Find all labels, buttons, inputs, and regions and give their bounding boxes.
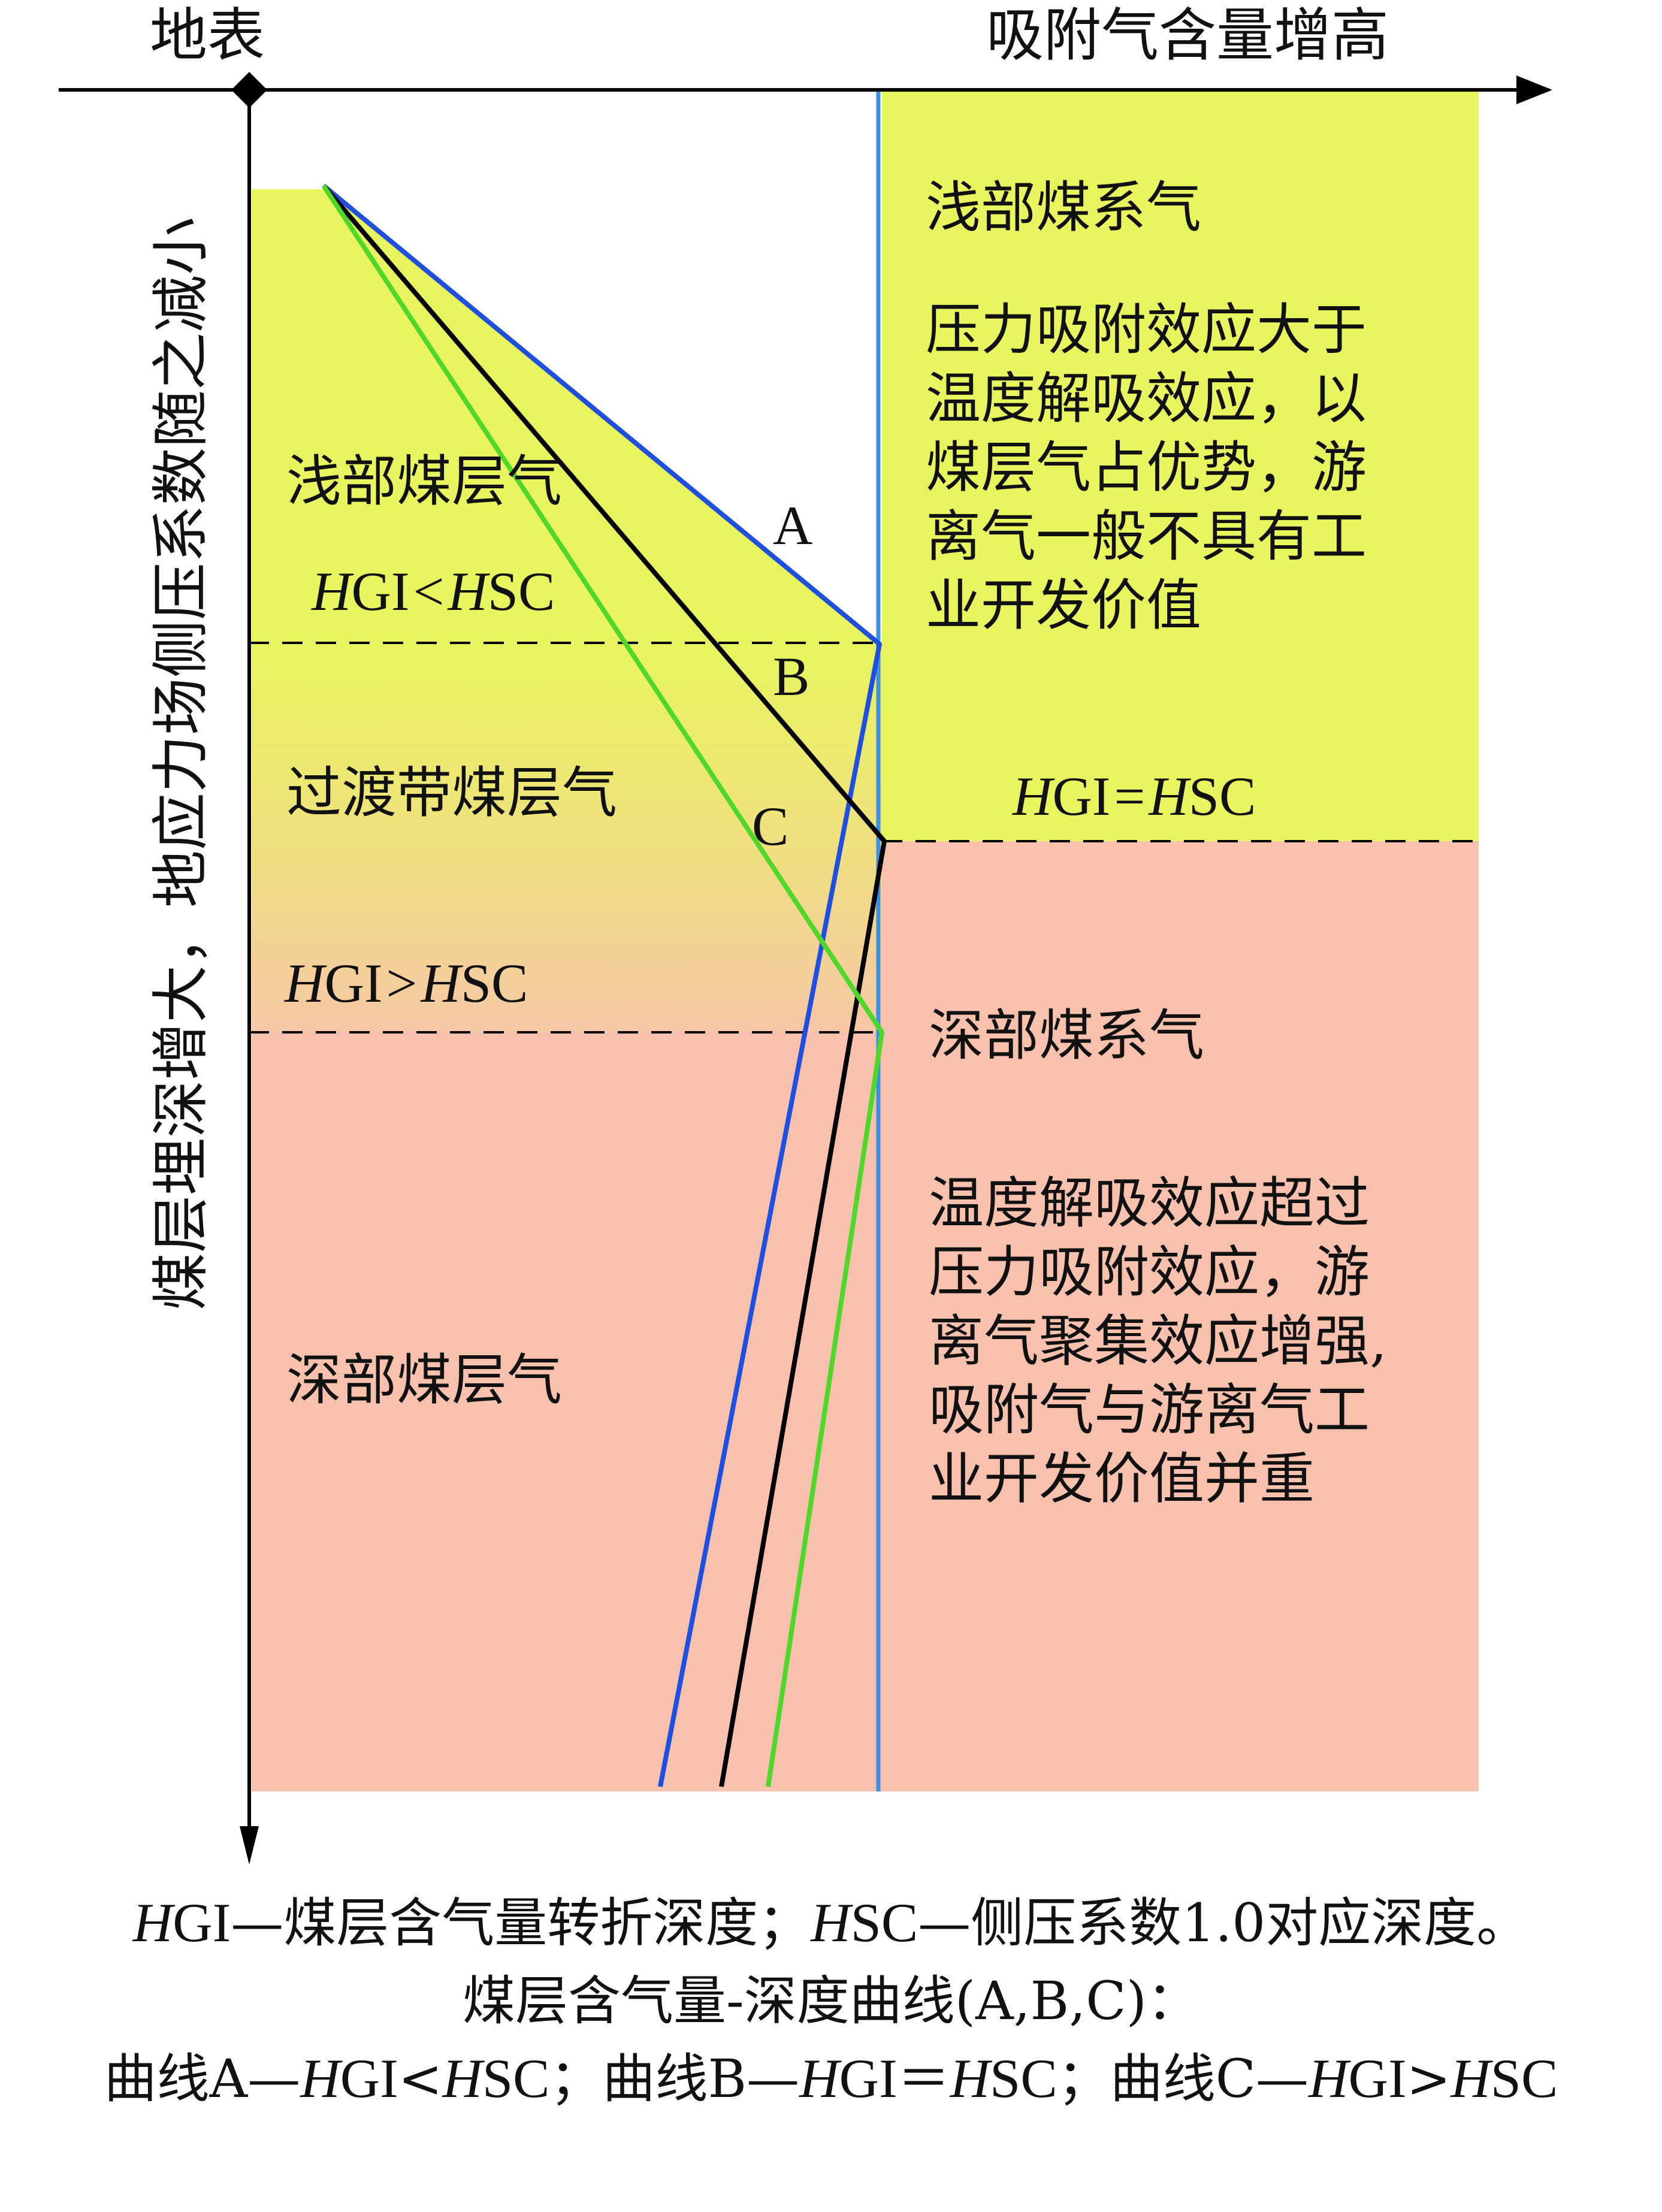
origin-label: 地表 <box>150 2 265 69</box>
shallow-coalbed-zone <box>252 189 882 644</box>
transition-zone <box>252 644 882 1032</box>
svg-text:离气一般不具有工: 离气一般不具有工 <box>926 504 1367 569</box>
svg-text:吸附气与游离气工: 吸附气与游离气工 <box>929 1378 1370 1442</box>
boundary-label-middle: HGI=HSC <box>1012 766 1256 827</box>
curve-b-label: B <box>773 646 809 707</box>
svg-text:业开发价值: 业开发价值 <box>926 573 1201 637</box>
zone-label-deep: 深部煤层气 <box>286 1348 562 1412</box>
shallow-coal-measure-description: 压力吸附效应大于 温度解吸效应，以 煤层气占优势，游 离气一般不具有工 业开发价… <box>926 298 1367 637</box>
zone-label-shallow: 浅部煤层气 <box>286 449 562 513</box>
boundary-label-lower: HGI>HSC <box>284 953 528 1014</box>
y-axis-label: 煤层埋深增大，地应力场侧压系数随之减小 <box>147 217 214 1310</box>
svg-text:业开发价值并重: 业开发价值并重 <box>929 1447 1315 1511</box>
legend-line-1: HGI—煤层含气量转折深度；HSC—侧压系数1.0对应深度。 <box>132 1892 1529 1954</box>
curve-c-label: C <box>752 796 788 857</box>
legend-line-2: 煤层含气量-深度曲线(A,B,C)： <box>463 1970 1199 2032</box>
zone-label-transition: 过渡带煤层气 <box>286 761 617 825</box>
boundary-label-upper: HGI<HSC <box>311 561 555 622</box>
x-axis-label: 吸附气含量增高 <box>986 2 1389 69</box>
svg-text:离气聚集效应增强,: 离气聚集效应增强, <box>929 1309 1387 1373</box>
curve-a <box>322 183 882 1787</box>
shallow-coal-measure-title: 浅部煤系气 <box>926 176 1201 240</box>
svg-text:煤层气占优势，游: 煤层气占优势，游 <box>926 436 1367 500</box>
svg-text:温度解吸效应超过: 温度解吸效应超过 <box>929 1171 1370 1235</box>
curve-a-label: A <box>773 495 812 556</box>
y-axis-arrowhead <box>240 1826 259 1865</box>
deep-coal-measure-description: 温度解吸效应超过 压力吸附效应，游 离气聚集效应增强, 吸附气与游离气工 业开发… <box>929 1171 1387 1511</box>
curve-b <box>321 184 887 1787</box>
deep-coal-measure-title: 深部煤系气 <box>929 1004 1204 1068</box>
shallow-coal-measure-zone <box>882 91 1479 841</box>
svg-text:压力吸附效应，游: 压力吸附效应，游 <box>929 1240 1370 1304</box>
curve-c <box>321 184 884 1787</box>
legend-line-3: 曲线A—HGI<HSC；曲线B—HGI＝HSC；曲线C—HGI>HSC <box>104 2048 1558 2110</box>
deep-coalbed-zone <box>252 1032 882 1791</box>
svg-text:压力吸附效应大于: 压力吸附效应大于 <box>926 298 1367 362</box>
svg-text:温度解吸效应，以: 温度解吸效应，以 <box>926 367 1367 431</box>
deep-coal-measure-zone <box>882 841 1479 1791</box>
origin-diamond-icon <box>231 72 267 108</box>
